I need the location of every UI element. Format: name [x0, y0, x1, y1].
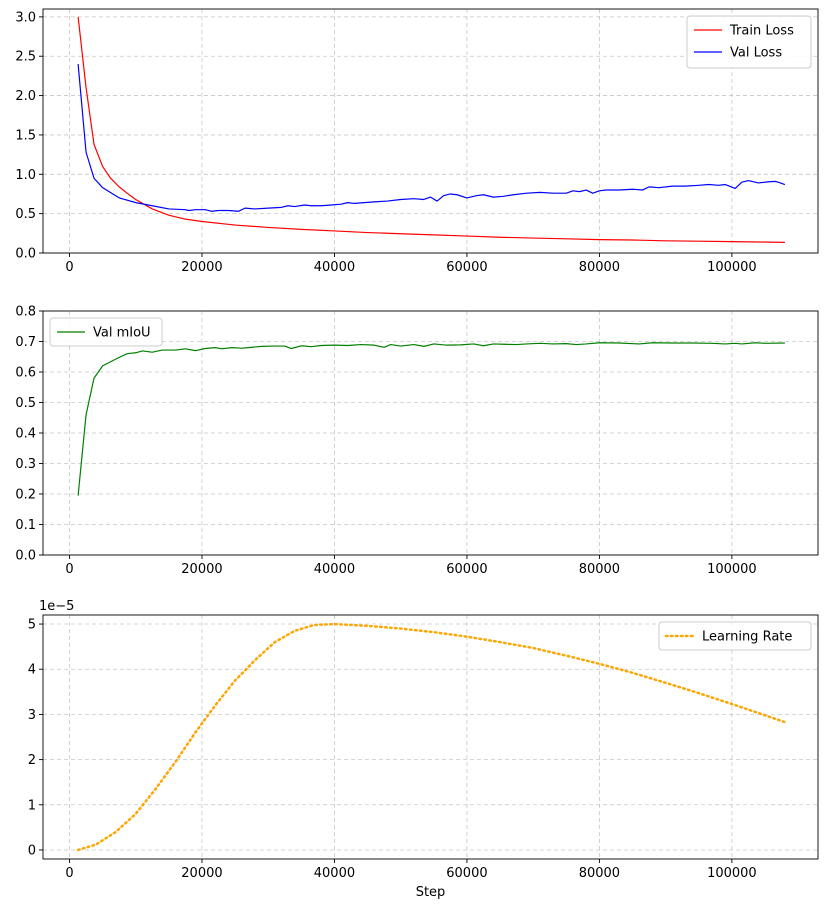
legend-label: Learning Rate [702, 630, 792, 645]
x-tick-label: 60000 [446, 562, 487, 577]
y-tick-label: 0 [28, 843, 36, 858]
x-tick-label: 40000 [314, 866, 355, 881]
x-tick-label: 100000 [707, 260, 757, 275]
x-tick-label: 80000 [579, 866, 620, 881]
learning-rate-chart: 0 20000 40000 60000 80000 100000 0 1 2 3 4 51e−5 Ste… [28, 599, 819, 900]
legend-box [49, 317, 163, 347]
y-tick-label: 1 [28, 798, 36, 813]
y-tick-label: 3.0 [15, 10, 36, 25]
y-tick-label: 2.0 [15, 89, 36, 104]
series-line-learning-rate [76, 622, 787, 852]
series-line-val-miou [77, 342, 785, 496]
y-tick-label: 0.1 [15, 518, 36, 533]
plot-frame [42, 8, 819, 254]
plot-frame [42, 614, 819, 860]
y-tick-label: 5 [28, 618, 36, 633]
y-tick-label: 4 [28, 663, 36, 678]
legend-box [686, 15, 812, 69]
y-tick-label: 2.5 [15, 50, 36, 65]
y-tick-label: 0.4 [15, 427, 36, 442]
x-axis-label: Step [416, 885, 446, 900]
legend-label: Val Loss [730, 46, 782, 61]
legend: Learning Rate [658, 621, 812, 651]
y-tick-label: 0.6 [15, 366, 36, 381]
y-tick-label: 0.5 [15, 207, 36, 222]
x-tick-label: 80000 [579, 260, 620, 275]
x-tick-label: 60000 [446, 260, 487, 275]
y-tick-label: 2 [28, 753, 36, 768]
x-tick-label: 60000 [446, 866, 487, 881]
x-tick-label: 0 [65, 260, 73, 275]
legend: Train Loss Val Loss [686, 15, 812, 69]
x-tick-label: 40000 [314, 562, 355, 577]
grid [43, 310, 818, 556]
legend-box [658, 621, 812, 651]
y-tick-label: 3 [28, 708, 36, 723]
legend: Val mIoU [49, 317, 163, 347]
loss-chart: 0 20000 40000 60000 80000 100000 0.0 0.5 1.0 1.5 2… [15, 8, 819, 275]
x-tick-label: 20000 [181, 562, 222, 577]
x-tick-label: 40000 [314, 260, 355, 275]
legend-label: Train Loss [729, 24, 794, 39]
x-tick-label: 100000 [707, 866, 757, 881]
x-tick-label: 80000 [579, 562, 620, 577]
x-tick-label: 0 [65, 562, 73, 577]
miou-chart: 0 20000 40000 60000 80000 100000 0.0 0.1 0.2 0.3 0… [15, 305, 819, 577]
y-tick-label: 1.5 [15, 128, 36, 143]
series-line-val-loss [77, 64, 786, 212]
grid [43, 615, 818, 859]
x-tick-label: 20000 [181, 260, 222, 275]
y-tick-label: 1.0 [15, 168, 36, 183]
y-tick-label: 0.0 [15, 247, 36, 262]
y-tick-label: 0.5 [15, 396, 36, 411]
y-tick-label: 0.7 [15, 335, 36, 350]
legend-label: Val mIoU [93, 326, 151, 341]
x-tick-label: 100000 [707, 562, 757, 577]
series-line-train-loss [77, 16, 785, 243]
y-tick-label: 0.8 [15, 305, 36, 320]
y-tick-label: 0.0 [15, 549, 36, 564]
x-tick-label: 20000 [181, 866, 222, 881]
y-tick-label: 0.2 [15, 488, 36, 503]
y-tick-label: 0.3 [15, 457, 36, 472]
y-axis-multiplier: 1e−5 [39, 599, 74, 614]
x-tick-label: 0 [65, 866, 73, 881]
